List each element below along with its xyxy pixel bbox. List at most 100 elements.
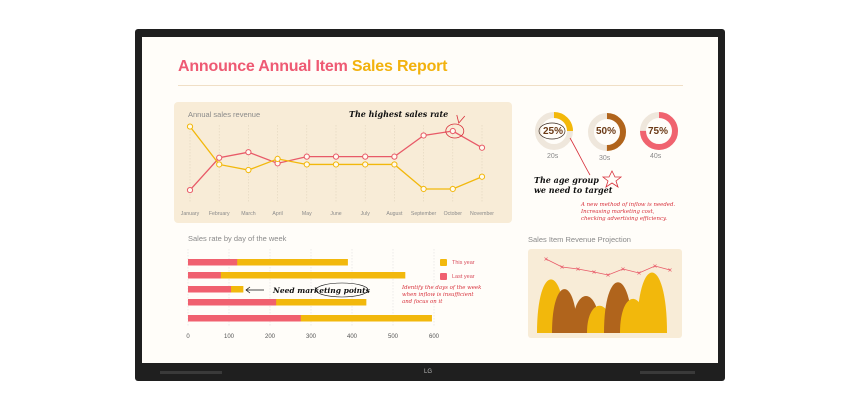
marketing-highlight-circle <box>315 282 369 298</box>
donut-20s-value: 25% <box>543 126 564 137</box>
bar-tick-label: 400 <box>347 334 358 340</box>
projection-point-marker <box>637 271 641 275</box>
bar-this-year <box>188 299 367 306</box>
arrow-to-note <box>569 137 591 176</box>
projection-point-marker <box>606 273 610 277</box>
bar-tick-label: 200 <box>265 334 276 340</box>
weekly-bar-chart: 0 100 200 300 400 500 600 <box>186 249 440 340</box>
age-donut-charts <box>535 112 678 188</box>
presentation-screen: Announce Annual Item Sales Report Annual… <box>142 37 718 363</box>
title-part-highlight: Sales Report <box>351 58 448 75</box>
legend-last-year-swatch <box>440 273 447 280</box>
bar-last-year <box>188 286 232 293</box>
projection-point-marker <box>592 270 596 274</box>
donut-arc <box>535 112 573 150</box>
title-divider <box>178 85 683 86</box>
brand-logo: LG <box>424 369 433 375</box>
donut-arc <box>640 112 678 150</box>
annual-line-chart: January February March April May June July Augu… <box>181 114 494 217</box>
bar-tick-label: 100 <box>224 334 235 340</box>
annual-data-point <box>391 161 398 168</box>
annual-chart-panel <box>174 102 512 223</box>
donut-highlight-circle <box>538 122 566 140</box>
annual-month-label: April <box>272 211 282 217</box>
inflow-note: A new method of inflow is needed. Increa… <box>581 202 676 222</box>
projection-label: Sales Item Revenue Projection <box>528 235 631 244</box>
donut-40s-value: 75% <box>648 126 669 137</box>
title-part-main: Announce Annual Item <box>178 58 352 75</box>
annual-data-point <box>303 153 310 160</box>
marketing-note: Need marketing points <box>273 286 370 295</box>
peak-highlight-mark <box>456 114 466 124</box>
annual-data-point <box>274 155 281 162</box>
peak-highlight-circle <box>445 123 465 139</box>
annual-month-label: August <box>386 211 403 217</box>
annual-data-point <box>216 161 223 168</box>
bar-last-year <box>188 259 238 266</box>
marketing-arrow <box>245 286 264 294</box>
annual-month-label: June <box>330 211 341 217</box>
bezel-buttons-right <box>640 371 695 374</box>
annual-data-point <box>245 149 252 156</box>
projection-point-marker <box>544 257 548 261</box>
star-icon <box>601 170 623 188</box>
annual-data-point <box>449 127 456 135</box>
annual-data-point <box>186 186 194 194</box>
projection-point-marker <box>653 264 657 268</box>
annual-data-point <box>216 154 223 161</box>
annual-data-point <box>478 173 486 180</box>
bar-tick-label: 300 <box>306 334 317 340</box>
annual-month-label: October <box>444 211 463 217</box>
annual-data-point <box>420 185 427 193</box>
annual-data-point <box>449 185 456 193</box>
bar-last-year <box>188 299 277 306</box>
days-note: Identify the days of the week when inflo… <box>402 285 482 305</box>
annual-data-point <box>332 153 340 160</box>
donut-30s-value: 50% <box>596 126 617 137</box>
projection-point-marker <box>668 268 672 272</box>
bar-this-year <box>188 272 406 279</box>
legend-this-year-label: This year <box>452 260 475 266</box>
projection-chart <box>537 257 672 333</box>
annual-month-label: February <box>209 211 230 217</box>
bezel-buttons-left <box>160 371 222 374</box>
projection-area <box>637 272 667 333</box>
annual-data-point <box>362 153 369 160</box>
bar-last-year <box>188 272 221 279</box>
annual-data-point <box>303 161 310 168</box>
bar-this-year <box>188 315 432 322</box>
bar-this-year <box>188 259 348 266</box>
report-title: Announce Annual Item Sales Report <box>178 58 448 76</box>
annual-data-point <box>245 166 252 174</box>
highest-sales-note: The highest sales rate <box>349 109 449 119</box>
donut-30s-label: 30s <box>599 155 611 162</box>
donut-20s-label: 20s <box>547 153 559 160</box>
annual-data-point <box>391 153 398 160</box>
legend-last-year-label: Last year <box>452 274 475 280</box>
bar-tick-label: 0 <box>186 334 190 340</box>
annual-month-label: March <box>241 211 256 217</box>
projection-point-marker <box>560 265 564 269</box>
annual-data-point <box>420 132 427 139</box>
donut-arc <box>588 113 626 151</box>
bar-tick-label: 600 <box>429 334 440 340</box>
age-group-note: The age group we need to target <box>534 175 613 195</box>
weekly-chart-label: Sales rate by day of the week <box>188 234 287 243</box>
annual-month-label: May <box>302 211 312 217</box>
annual-data-point <box>478 144 486 151</box>
donut-40s-label: 40s <box>650 153 662 160</box>
projection-point-marker <box>621 267 625 271</box>
annual-month-label: September <box>411 211 437 217</box>
annual-month-label: July <box>361 211 371 217</box>
annual-chart-label: Annual sales revenue <box>188 110 261 119</box>
legend-this-year-swatch <box>440 259 447 266</box>
bar-last-year <box>188 315 301 322</box>
annual-data-point <box>362 161 369 168</box>
bar-tick-label: 500 <box>388 334 399 340</box>
annual-data-point <box>332 161 340 168</box>
projection-area <box>552 289 577 333</box>
annual-data-point <box>186 123 194 130</box>
projection-point-marker <box>576 267 580 271</box>
annual-month-label: January <box>181 211 200 217</box>
annual-month-label: November <box>470 211 494 217</box>
